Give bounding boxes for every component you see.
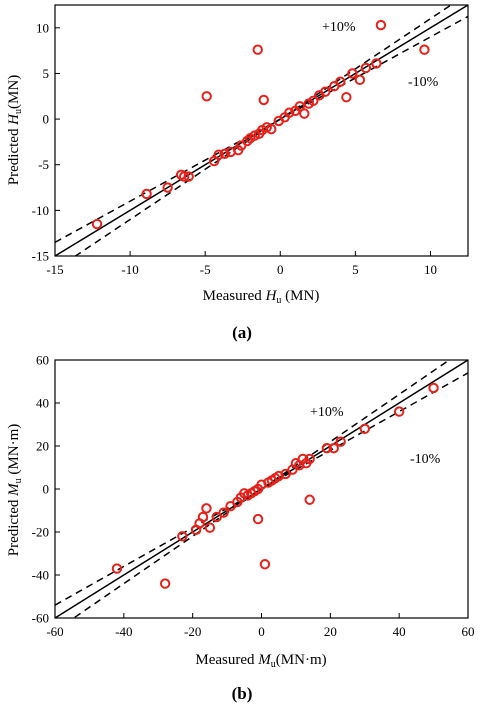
x-tick-label: -15 <box>46 262 63 277</box>
lower-bound-label-a: -10% <box>408 75 439 90</box>
data-point <box>328 442 339 454</box>
data-points-a <box>91 19 430 230</box>
data-point <box>304 494 315 505</box>
x-tick-label: 40 <box>393 624 406 639</box>
data-point <box>266 123 277 135</box>
data-point <box>347 68 358 79</box>
y-tick-label: 5 <box>43 66 50 81</box>
data-point <box>335 436 346 447</box>
data-point <box>304 453 315 465</box>
upper-bound-label-b: +10% <box>310 405 344 420</box>
y-tick-label: -10 <box>32 203 49 218</box>
line-minus-10pct-b <box>55 372 468 606</box>
x-tick-label: 0 <box>277 262 284 277</box>
plot-frame-a <box>54 4 469 257</box>
data-point <box>294 101 305 112</box>
x-tick-label: -5 <box>200 262 211 277</box>
y-tick-label: 40 <box>36 396 49 411</box>
data-point <box>259 559 271 570</box>
data-point <box>178 171 190 182</box>
data-point <box>258 94 269 106</box>
data-point <box>320 86 331 97</box>
x-tick-label: -20 <box>184 624 201 639</box>
ticks-a: -15 -10 -5 0 5 10 -15 -10 -5 0 5 10 <box>32 20 437 277</box>
data-point <box>213 149 224 160</box>
panel-b: -60 -40 -20 0 20 40 60 -60 -40 -20 0 20 40 60 +10% -1… <box>6 353 475 704</box>
data-point <box>393 406 405 417</box>
data-point <box>299 108 310 119</box>
data-point <box>252 44 263 55</box>
panel-a: -15 -10 -5 0 5 10 -15 -10 -5 0 5 10 +10% -10% Measu… <box>6 4 469 342</box>
data-point <box>219 148 230 159</box>
data-point <box>183 171 194 182</box>
y-tick-label: -60 <box>32 611 49 626</box>
data-point <box>428 382 439 394</box>
x-tick-label: 0 <box>258 624 265 639</box>
data-point <box>91 218 103 230</box>
x-tick-label: -60 <box>46 624 63 639</box>
x-tick-label: -10 <box>121 262 138 277</box>
ticks-b: -60 -40 -20 0 20 40 60 -60 -40 -20 0 20 40 60 <box>32 353 475 640</box>
x-tick-label: 60 <box>462 624 475 639</box>
data-point <box>201 503 212 514</box>
data-point <box>201 91 212 102</box>
y-tick-label: 20 <box>36 439 49 454</box>
data-point <box>177 531 188 542</box>
y-tick-label: 60 <box>36 353 49 368</box>
y-axis-title-a: Predicted Hu(MN) <box>6 75 24 185</box>
y-tick-label: 0 <box>43 112 50 127</box>
data-point <box>341 91 352 103</box>
x-tick-label: 5 <box>352 262 359 277</box>
data-point <box>419 44 430 55</box>
line-plus-10pct-a <box>74 5 453 256</box>
data-point <box>354 74 366 86</box>
data-point <box>359 423 370 434</box>
data-point <box>321 442 333 454</box>
line-minus-10pct-a <box>55 15 468 243</box>
data-point <box>159 578 171 589</box>
x-axis-title-a: Measured Hu (MN) <box>203 288 320 306</box>
y-tick-label: 10 <box>36 20 49 35</box>
data-point <box>308 95 319 107</box>
data-point <box>335 76 346 87</box>
data-point <box>371 58 382 69</box>
lower-bound-label-b: -10% <box>410 452 441 467</box>
data-point <box>218 507 229 518</box>
data-point <box>141 188 152 200</box>
y-tick-label: 0 <box>43 482 50 497</box>
data-points-b <box>111 382 439 589</box>
data-point <box>360 62 372 74</box>
data-point <box>204 522 216 533</box>
data-point <box>111 563 123 574</box>
y-tick-label: -15 <box>32 249 49 264</box>
x-tick-label: -40 <box>115 624 132 639</box>
y-tick-label: -40 <box>32 568 49 583</box>
y-tick-label: -5 <box>38 157 49 172</box>
x-axis-title-b: Measured Mu(MN·m) <box>195 652 326 670</box>
data-point <box>284 107 295 118</box>
x-tick-label: 20 <box>324 624 337 639</box>
data-point <box>252 513 264 525</box>
panel-label-a: (a) <box>232 323 252 342</box>
x-tick-label: 10 <box>424 262 437 277</box>
upper-bound-label-a: +10% <box>322 20 356 35</box>
y-tick-label: -20 <box>32 525 49 540</box>
panel-label-b: (b) <box>232 684 253 703</box>
y-axis-title-b: Predicted Mu (MN·m) <box>6 424 24 556</box>
data-point <box>162 182 173 193</box>
data-point <box>375 19 387 31</box>
data-point <box>197 511 209 523</box>
